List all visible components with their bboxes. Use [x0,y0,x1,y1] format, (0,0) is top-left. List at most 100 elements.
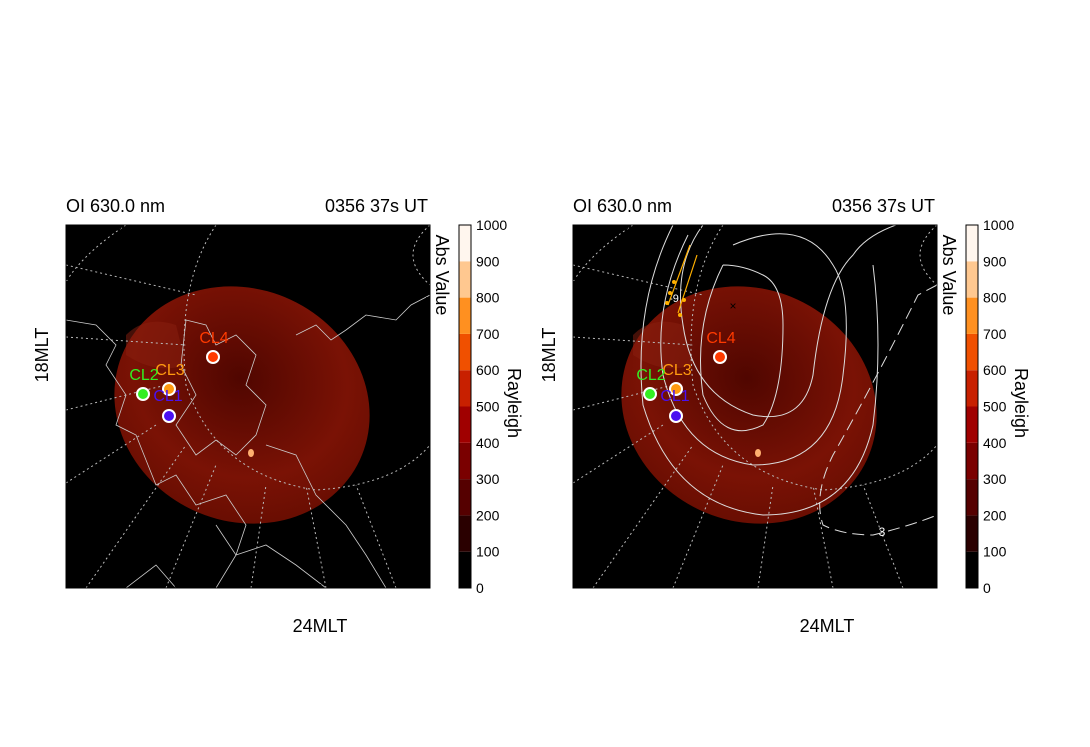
colorbar-tick-label: 400 [983,435,1007,451]
colorbar-segment [459,333,471,371]
colorbar-segment [459,297,471,334]
colorbar-tick-label: 700 [476,326,500,342]
grid-line [690,225,937,491]
marker-label-cl3: CL3 [155,362,184,379]
colorbar-segment [459,261,471,298]
colorbar-title: Abs Value [939,235,959,316]
track-point [665,301,669,305]
y-axis-label: 18MLT [32,328,52,383]
marker-cl3 [669,382,683,396]
marker-cl4 [206,350,220,364]
contour-line-negative [819,284,937,536]
emission-arc [633,321,693,369]
track-point [668,291,672,295]
colorbar-tick-label: 1000 [476,217,507,233]
colorbar-tick-label: 300 [983,471,1007,487]
panel-title: OI 630.0 nm [573,196,672,216]
grid-line [250,484,267,588]
colorbar-frame [965,224,979,589]
colorbar-tick-label: 700 [983,326,1007,342]
plot-frame [572,224,938,589]
grid-line [757,484,774,588]
colorbar-segment [966,370,978,407]
grid-line [573,336,694,346]
colorbar-segment [459,551,471,588]
colorbar-unit: Rayleigh [1011,368,1031,438]
marker-cl2 [136,387,150,401]
plot-area [66,225,430,588]
colorbar-tick-label: 500 [983,399,1007,415]
coastline [215,524,237,588]
marker-cl4 [713,350,727,364]
bright-spot [755,449,761,457]
emission-arc [126,321,186,369]
colorbar-segment [459,442,471,480]
colorbar-tick-label: 500 [476,399,500,415]
grid-line [66,384,167,411]
colorbar-tick-label: 900 [476,253,500,269]
colorbar-tick-label: 600 [476,362,500,378]
track-point [672,280,676,284]
marker-label-cl4: CL4 [199,330,228,347]
colorbar-tick-label: 300 [476,471,500,487]
grid-line [85,444,187,588]
marker-label-cl1: CL1 [660,388,689,405]
grid-line [919,225,937,286]
colorbar-segment [459,515,471,552]
colorbar-segment [966,442,978,480]
marker-label-cl1: CL1 [153,388,182,405]
panel-time: 0356 37s UT [325,196,428,216]
colorbar-segment [966,225,978,262]
grid-line [412,225,430,286]
grid-line [66,264,197,296]
coastline [175,319,267,456]
coastline [265,444,387,588]
track-line [677,254,698,314]
marker-cl3 [162,382,176,396]
colorbar-segment [966,406,978,443]
contour-label: 3 [879,525,886,539]
colorbar-tick-label: 800 [476,290,500,306]
panel-time: 0356 37s UT [832,196,935,216]
colorbar-tick-label: 100 [476,544,500,560]
track-point [678,313,682,317]
colorbar-tick-label: 600 [983,362,1007,378]
grid-line [592,444,694,588]
x-marker: × [729,299,736,313]
y-axis-label: 18MLT [539,328,559,383]
colorbar-unit: Rayleigh [504,368,524,438]
marker-label-cl2: CL2 [129,367,158,384]
grid-line [66,336,187,346]
marker-cl1 [669,409,683,423]
colorbar-frame [458,224,472,589]
colorbar-tick-label: 200 [476,507,500,523]
grid-line [165,464,217,588]
colorbar-tick-label: 400 [476,435,500,451]
colorbar-segment [966,297,978,334]
grid-line [573,384,674,411]
grid-line [573,264,704,296]
x-axis-label: 24MLT [293,616,348,636]
contour-line [660,233,847,466]
colorbar-tick-label: 0 [476,580,484,596]
grid-line [862,484,904,588]
coastline [125,564,177,588]
grid-line [355,484,397,588]
contour-line [640,225,879,516]
panel-title: OI 630.0 nm [66,196,165,216]
marker-label-cl3: CL3 [662,362,691,379]
colorbar-segment [459,406,471,443]
marker-cl2 [643,387,657,401]
colorbar-tick-label: 100 [983,544,1007,560]
track-line [667,244,691,306]
marker-label-cl4: CL4 [706,330,735,347]
contour-label: -9 [669,293,679,305]
bright-spot [248,449,254,457]
colorbar-segment [459,370,471,407]
colorbar-segment [459,225,471,262]
track-point [682,298,686,302]
colorbar-tick-label: 800 [983,290,1007,306]
